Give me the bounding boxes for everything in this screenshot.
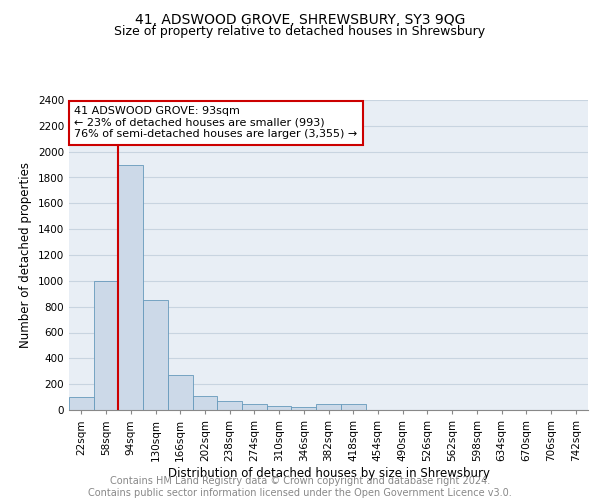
Bar [118, 164, 143, 410]
Text: Contains HM Land Registry data © Crown copyright and database right 2024.
Contai: Contains HM Land Registry data © Crown c… [88, 476, 512, 498]
Bar [341, 404, 365, 410]
Bar [143, 300, 168, 410]
Bar [267, 406, 292, 410]
Bar [193, 396, 217, 410]
Bar [316, 404, 341, 410]
Bar [242, 404, 267, 410]
Y-axis label: Number of detached properties: Number of detached properties [19, 162, 32, 348]
Text: 41 ADSWOOD GROVE: 93sqm
← 23% of detached houses are smaller (993)
76% of semi-d: 41 ADSWOOD GROVE: 93sqm ← 23% of detache… [74, 106, 358, 140]
Bar [292, 407, 316, 410]
Bar [217, 401, 242, 410]
Bar [168, 375, 193, 410]
Text: 41, ADSWOOD GROVE, SHREWSBURY, SY3 9QG: 41, ADSWOOD GROVE, SHREWSBURY, SY3 9QG [135, 12, 465, 26]
Bar [69, 397, 94, 410]
Bar [94, 281, 118, 410]
X-axis label: Distribution of detached houses by size in Shrewsbury: Distribution of detached houses by size … [167, 466, 490, 479]
Text: Size of property relative to detached houses in Shrewsbury: Size of property relative to detached ho… [115, 25, 485, 38]
